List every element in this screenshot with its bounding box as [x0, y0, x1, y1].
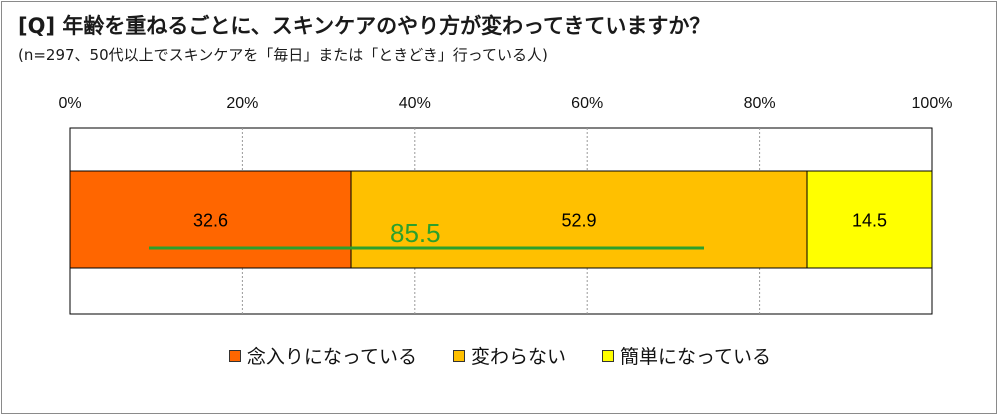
bar-segment — [350, 170, 808, 269]
legend-label: 念入りになっている — [246, 346, 417, 368]
legend-swatch — [452, 349, 465, 362]
data-label: 14.5 — [852, 211, 887, 231]
x-tick-label: 0% — [58, 95, 81, 112]
bar-segment — [69, 170, 352, 269]
legend-item: 簡単になっている — [602, 342, 771, 369]
x-tick-label: 20% — [226, 95, 258, 112]
chart-title: [Q] 年齢を重ねるごとに、スキンケアのやり方が変わってきていますか？ — [18, 14, 711, 38]
legend-label: 変わらない — [470, 346, 566, 368]
x-tick-label: 100% — [912, 95, 953, 112]
legend: 念入りになっている 変わらない 簡単になっている — [0, 342, 1000, 369]
legend-item: 変わらない — [452, 342, 566, 369]
x-tick-label: 40% — [399, 95, 431, 112]
annotation-label: 85.5 — [390, 218, 441, 248]
legend-swatch — [602, 349, 614, 362]
legend-label: 簡単になっている — [620, 346, 772, 368]
legend-swatch — [228, 349, 241, 362]
x-tick-label: 80% — [744, 95, 776, 112]
chart-subtitle: (n=297、50代以上でスキンケアを「毎日」または「ときどき」行っている人) — [18, 46, 548, 64]
data-label: 52.9 — [561, 211, 596, 231]
bar-segment — [806, 170, 933, 269]
legend-item: 念入りになっている — [228, 342, 417, 369]
data-label: 32.6 — [193, 211, 228, 231]
x-tick-label: 60% — [571, 95, 603, 112]
